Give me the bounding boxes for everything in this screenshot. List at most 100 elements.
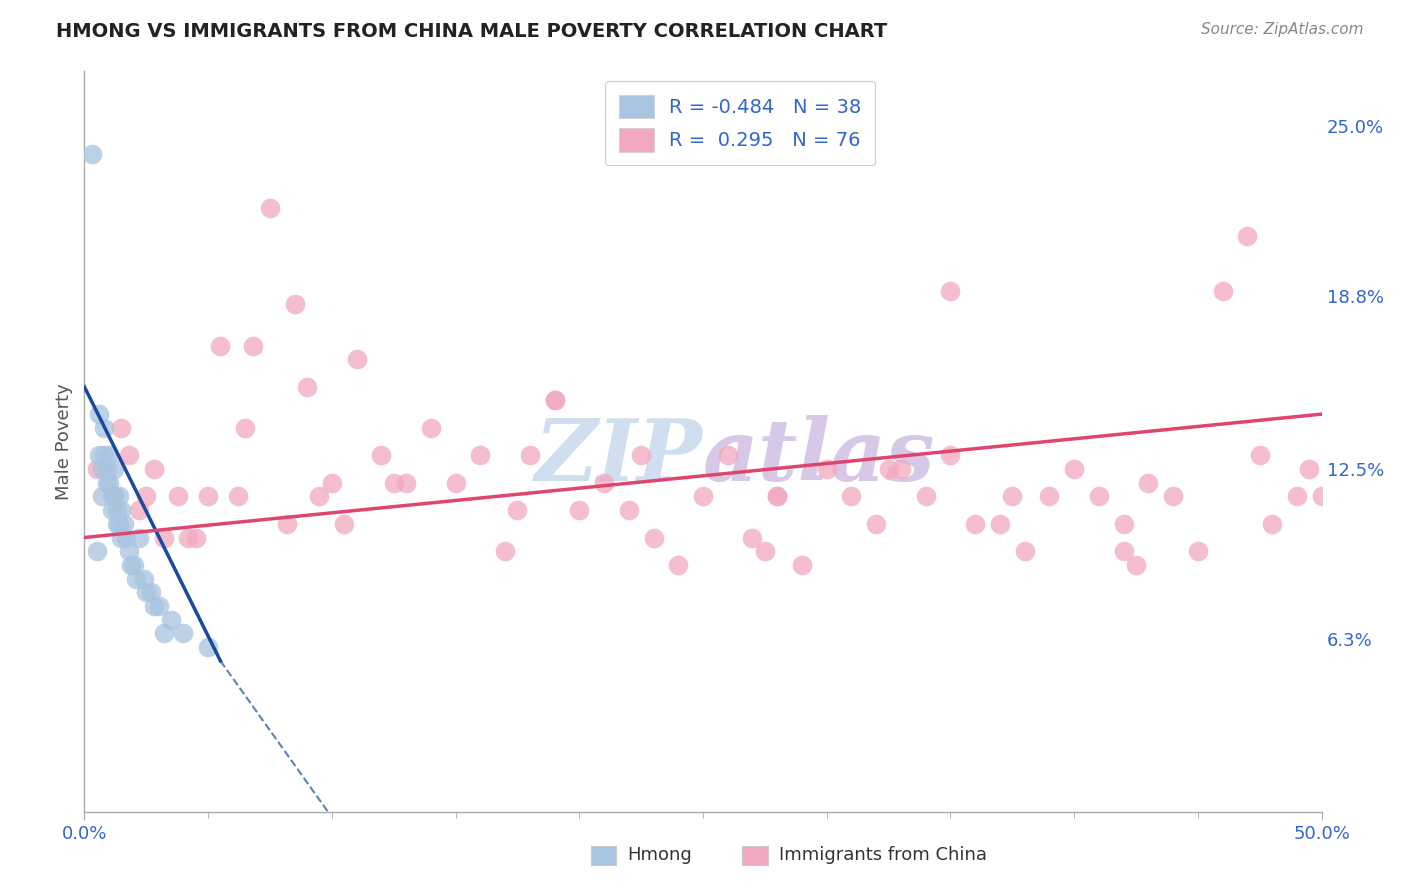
- Point: [593, 475, 616, 490]
- Point: [142, 599, 165, 613]
- Point: [741, 531, 763, 545]
- Point: [93, 448, 115, 462]
- Point: [877, 462, 900, 476]
- Point: [103, 462, 125, 476]
- Point: [1001, 489, 1024, 503]
- Point: [1187, 544, 1209, 558]
- Point: [135, 585, 157, 599]
- Point: [1310, 489, 1333, 503]
- Point: [259, 202, 281, 216]
- Point: [965, 516, 987, 531]
- Point: [1261, 516, 1284, 531]
- Point: [370, 448, 392, 462]
- Point: [321, 475, 343, 490]
- Point: [346, 352, 368, 367]
- Point: [226, 489, 249, 503]
- Point: [519, 448, 541, 462]
- Point: [110, 503, 132, 517]
- Point: [141, 585, 163, 599]
- Point: [543, 393, 565, 408]
- Point: [115, 531, 138, 545]
- Point: [152, 626, 174, 640]
- Point: [790, 558, 813, 572]
- Text: atlas: atlas: [703, 415, 935, 498]
- Point: [122, 558, 145, 572]
- Y-axis label: Male Poverty: Male Poverty: [55, 384, 73, 500]
- Point: [197, 640, 219, 655]
- Point: [98, 475, 121, 490]
- Point: [568, 503, 591, 517]
- Text: Immigrants from China: Immigrants from China: [779, 847, 987, 864]
- Point: [643, 531, 665, 545]
- Point: [890, 462, 912, 476]
- Text: HMONG VS IMMIGRANTS FROM CHINA MALE POVERTY CORRELATION CHART: HMONG VS IMMIGRANTS FROM CHINA MALE POVE…: [56, 22, 887, 41]
- Point: [692, 489, 714, 503]
- Point: [543, 393, 565, 408]
- Point: [939, 448, 962, 462]
- Point: [666, 558, 689, 572]
- Point: [132, 572, 155, 586]
- Point: [444, 475, 467, 490]
- Point: [1137, 475, 1160, 490]
- Point: [630, 448, 652, 462]
- Point: [209, 338, 232, 352]
- Point: [276, 516, 298, 531]
- Point: [110, 531, 132, 545]
- Point: [120, 558, 142, 572]
- Point: [939, 284, 962, 298]
- Point: [128, 503, 150, 517]
- Point: [470, 448, 492, 462]
- Point: [284, 297, 307, 311]
- Point: [89, 407, 111, 421]
- Point: [865, 516, 887, 531]
- Point: [1038, 489, 1060, 503]
- Point: [333, 516, 356, 531]
- Point: [988, 516, 1011, 531]
- Point: [167, 489, 190, 503]
- Point: [105, 516, 128, 531]
- Point: [1112, 516, 1135, 531]
- Point: [1088, 489, 1111, 503]
- Point: [1249, 448, 1271, 462]
- Point: [1112, 544, 1135, 558]
- Point: [1236, 228, 1258, 243]
- Point: [108, 516, 131, 531]
- Text: ZIP: ZIP: [536, 415, 703, 498]
- Point: [125, 572, 148, 586]
- Point: [1063, 462, 1085, 476]
- Point: [382, 475, 405, 490]
- Point: [118, 448, 141, 462]
- Point: [86, 462, 108, 476]
- Point: [152, 531, 174, 545]
- Point: [494, 544, 516, 558]
- Point: [233, 421, 256, 435]
- Point: [308, 489, 330, 503]
- Legend: R = -0.484   N = 38, R =  0.295   N = 76: R = -0.484 N = 38, R = 0.295 N = 76: [605, 81, 875, 166]
- Point: [1125, 558, 1147, 572]
- Point: [754, 544, 776, 558]
- Point: [1161, 489, 1184, 503]
- Point: [103, 489, 125, 503]
- Point: [1285, 489, 1308, 503]
- Point: [90, 462, 112, 476]
- Point: [197, 489, 219, 503]
- Point: [108, 489, 131, 503]
- Point: [172, 626, 194, 640]
- Point: [1298, 462, 1320, 476]
- Point: [184, 531, 207, 545]
- Point: [717, 448, 740, 462]
- Point: [1014, 544, 1036, 558]
- Point: [177, 531, 200, 545]
- Point: [160, 613, 183, 627]
- Point: [242, 338, 264, 352]
- Point: [506, 503, 529, 517]
- Point: [766, 489, 789, 503]
- Point: [86, 544, 108, 558]
- Point: [93, 421, 115, 435]
- Point: [419, 421, 441, 435]
- Text: Hmong: Hmong: [627, 847, 692, 864]
- Point: [96, 475, 118, 490]
- Point: [110, 421, 132, 435]
- Point: [118, 544, 141, 558]
- Point: [135, 489, 157, 503]
